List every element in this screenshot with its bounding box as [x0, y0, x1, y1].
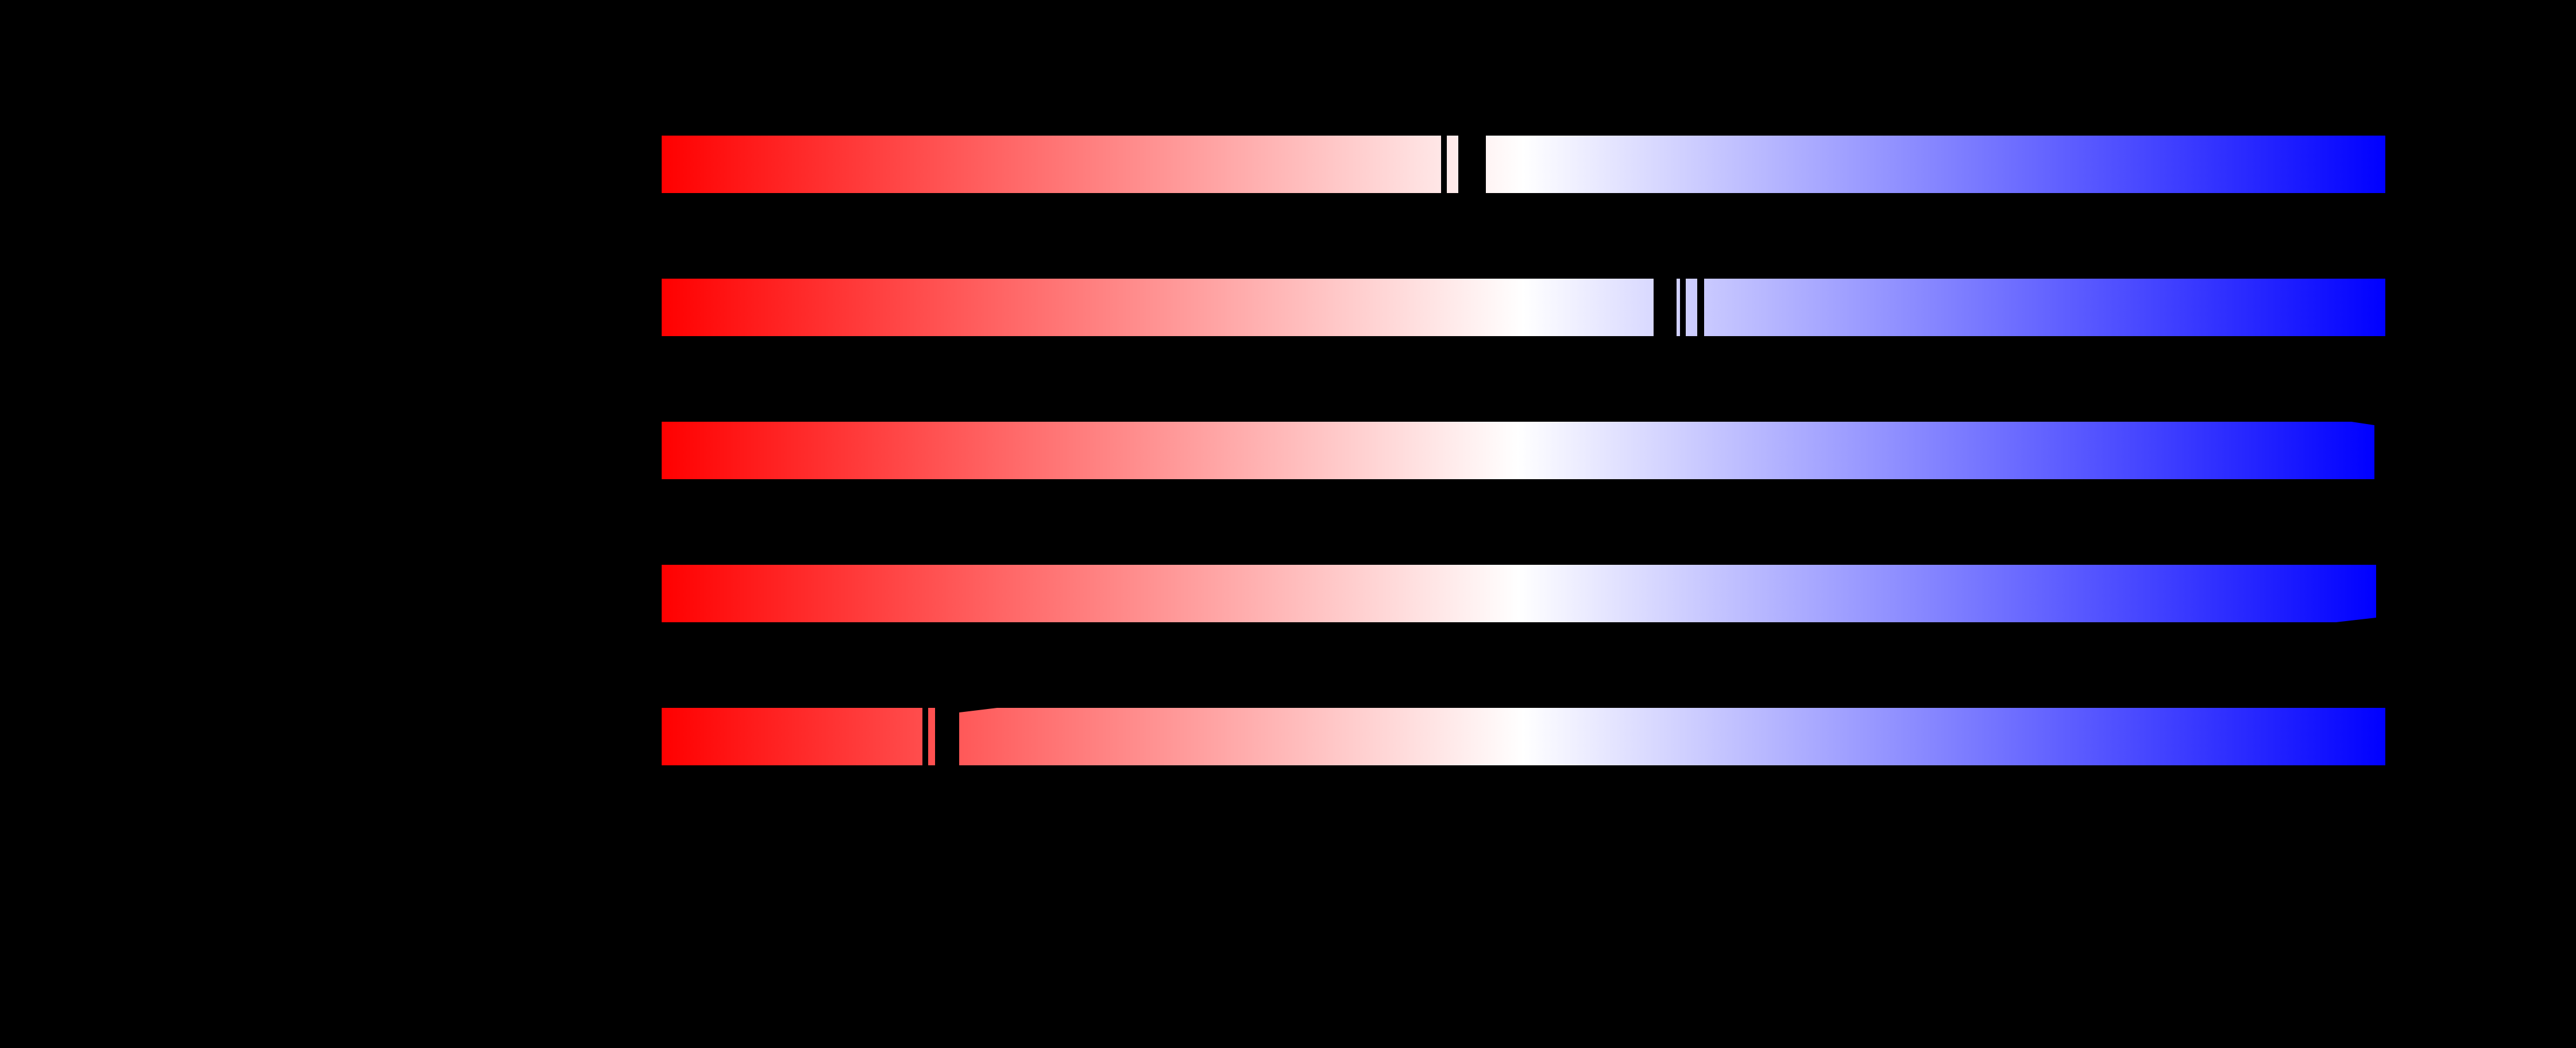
marker-line-thick — [935, 708, 959, 765]
gradient-strip-row-3 — [662, 422, 2374, 479]
marker-line-thin — [922, 708, 928, 765]
marker-line-thin — [1697, 279, 1704, 336]
corner-notch-top-right — [2351, 422, 2374, 425]
gradient-strip-row-5 — [662, 708, 2385, 765]
marker-line-thick — [1654, 279, 1677, 336]
gradient-strip-row-1 — [662, 136, 2385, 193]
gradient-strip-row-4 — [662, 565, 2376, 622]
gradient-strip-row-2 — [662, 279, 2385, 336]
corner-notch-bottom-right — [2336, 618, 2376, 622]
marker-line-thin — [1680, 279, 1686, 336]
corner-notch-top-after-marker — [959, 708, 997, 712]
marker-line-thin — [1441, 136, 1447, 193]
marker-line-thick — [1458, 136, 1486, 193]
